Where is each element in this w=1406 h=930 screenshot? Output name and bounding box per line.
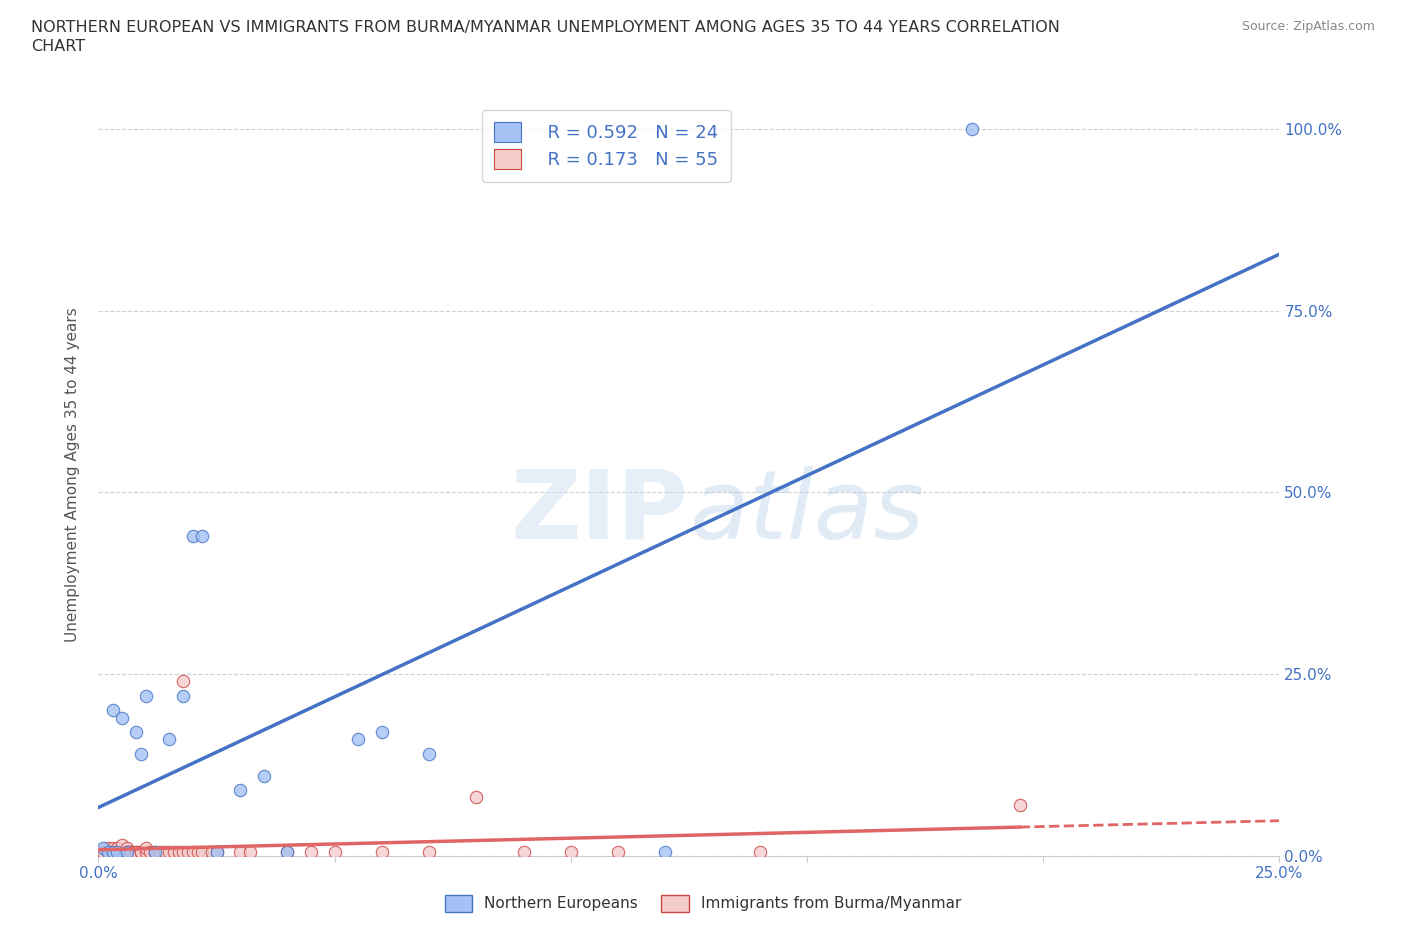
Point: [299, 844, 322, 859]
Point: [91, 844, 114, 859]
Point: [121, 844, 143, 859]
Point: [201, 844, 224, 859]
Point: [121, 844, 143, 859]
Point: [135, 844, 157, 859]
Point: [177, 844, 200, 859]
Point: [239, 844, 262, 859]
Point: [143, 844, 166, 859]
Point: [371, 844, 394, 859]
Point: [111, 837, 134, 852]
Y-axis label: Unemployment Among Ages 35 to 44 years: Unemployment Among Ages 35 to 44 years: [65, 307, 80, 642]
Point: [115, 844, 138, 859]
Point: [172, 688, 194, 703]
Point: [465, 790, 488, 805]
Point: [748, 844, 770, 859]
Point: [105, 844, 128, 859]
Point: [163, 844, 186, 859]
Text: NORTHERN EUROPEAN VS IMMIGRANTS FROM BURMA/MYANMAR UNEMPLOYMENT AMONG AGES 35 TO: NORTHERN EUROPEAN VS IMMIGRANTS FROM BUR…: [31, 20, 1060, 35]
Legend: Northern Europeans, Immigrants from Burma/Myanmar: Northern Europeans, Immigrants from Burm…: [439, 889, 967, 918]
Point: [125, 844, 148, 859]
Text: Source: ZipAtlas.com: Source: ZipAtlas.com: [1241, 20, 1375, 33]
Point: [962, 122, 984, 137]
Point: [105, 844, 128, 859]
Point: [97, 844, 120, 859]
Point: [560, 844, 582, 859]
Point: [101, 844, 124, 859]
Text: CHART: CHART: [31, 39, 84, 54]
Point: [91, 844, 114, 859]
Point: [253, 768, 276, 783]
Point: [125, 844, 148, 859]
Point: [143, 844, 166, 859]
Point: [172, 674, 194, 689]
Point: [101, 848, 124, 863]
Point: [181, 844, 204, 859]
Point: [97, 841, 120, 856]
Point: [157, 732, 180, 747]
Point: [153, 844, 176, 859]
Point: [105, 841, 128, 856]
Point: [101, 703, 124, 718]
Point: [135, 688, 157, 703]
Point: [125, 724, 148, 739]
Point: [101, 841, 124, 856]
Point: [205, 844, 228, 859]
Point: [129, 747, 152, 762]
Point: [181, 528, 204, 543]
Point: [191, 844, 214, 859]
Point: [371, 724, 394, 739]
Point: [129, 844, 152, 859]
Point: [157, 844, 180, 859]
Point: [276, 844, 298, 859]
Point: [172, 844, 194, 859]
Point: [101, 844, 124, 859]
Point: [191, 528, 214, 543]
Point: [205, 844, 228, 859]
Point: [91, 841, 114, 856]
Point: [418, 844, 440, 859]
Point: [1008, 797, 1031, 812]
Point: [229, 844, 252, 859]
Point: [512, 844, 534, 859]
Point: [115, 844, 138, 859]
Point: [139, 844, 162, 859]
Point: [115, 841, 138, 856]
Point: [101, 844, 124, 859]
Point: [167, 844, 190, 859]
Text: ZIP: ZIP: [510, 466, 689, 559]
Text: atlas: atlas: [689, 466, 924, 559]
Point: [135, 841, 157, 856]
Point: [607, 844, 630, 859]
Point: [418, 747, 440, 762]
Point: [111, 711, 134, 725]
Point: [654, 844, 676, 859]
Point: [323, 844, 346, 859]
Point: [115, 844, 138, 859]
Point: [111, 844, 134, 859]
Point: [149, 844, 172, 859]
Point: [187, 844, 209, 859]
Point: [125, 848, 148, 863]
Point: [347, 732, 370, 747]
Point: [129, 844, 152, 859]
Point: [121, 844, 143, 859]
Legend:   R = 0.592   N = 24,   R = 0.173   N = 55: R = 0.592 N = 24, R = 0.173 N = 55: [482, 110, 731, 182]
Point: [229, 783, 252, 798]
Point: [87, 844, 110, 859]
Point: [97, 844, 120, 859]
Point: [111, 848, 134, 863]
Point: [276, 844, 298, 859]
